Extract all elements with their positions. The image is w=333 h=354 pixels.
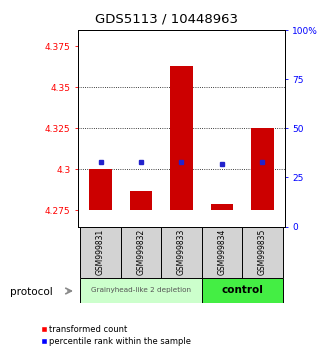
Bar: [161, 227, 202, 278]
Bar: [211, 204, 233, 210]
Text: control: control: [221, 285, 263, 295]
Text: Grainyhead-like 2 depletion: Grainyhead-like 2 depletion: [91, 287, 191, 293]
Bar: [130, 190, 152, 210]
Text: GSM999835: GSM999835: [258, 229, 267, 275]
Text: GSM999833: GSM999833: [177, 229, 186, 275]
Text: GSM999832: GSM999832: [137, 229, 146, 275]
Text: protocol: protocol: [10, 287, 53, 297]
Bar: [202, 278, 283, 303]
Bar: [89, 169, 112, 210]
Bar: [121, 227, 161, 278]
Bar: [202, 227, 242, 278]
Legend: transformed count, percentile rank within the sample: transformed count, percentile rank withi…: [38, 322, 194, 349]
Bar: [170, 66, 192, 210]
Bar: [242, 227, 283, 278]
Bar: [251, 128, 274, 210]
Text: GSM999831: GSM999831: [96, 229, 105, 275]
Text: GDS5113 / 10448963: GDS5113 / 10448963: [95, 12, 238, 25]
Bar: [80, 278, 202, 303]
Bar: [80, 227, 121, 278]
Text: GSM999834: GSM999834: [217, 229, 226, 275]
